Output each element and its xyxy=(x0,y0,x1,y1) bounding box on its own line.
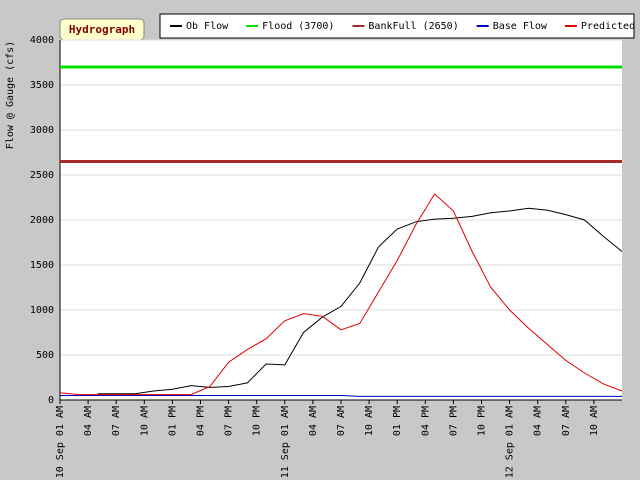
legend-label: Predicted Flow xyxy=(581,21,640,32)
x-tick-label: 07 PM xyxy=(224,406,235,436)
x-tick-label: 12 Sep 01 AM xyxy=(505,406,516,478)
legend-label: BankFull (2650) xyxy=(368,21,458,32)
series-line xyxy=(60,395,622,397)
x-tick-label: 07 PM xyxy=(448,406,459,436)
legend-label: Base Flow xyxy=(493,21,548,32)
x-tick-label: 10 PM xyxy=(477,406,488,436)
y-tick-label: 2500 xyxy=(30,170,54,181)
x-tick-label: 01 PM xyxy=(392,406,403,436)
x-tick-label: 01 PM xyxy=(167,406,178,436)
chart-title: Hydrograph xyxy=(69,23,135,36)
x-tick-label: 10 AM xyxy=(139,406,150,436)
y-tick-label: 3000 xyxy=(30,125,54,136)
x-tick-label: 04 AM xyxy=(308,406,319,436)
y-tick-label: 500 xyxy=(36,350,54,361)
series-line xyxy=(97,207,623,395)
y-axis-label: Flow @ Gauge (cfs) xyxy=(5,41,16,149)
x-tick-label: 04 PM xyxy=(420,406,431,436)
x-tick-label: 04 AM xyxy=(83,406,94,436)
x-tick-label: 10 AM xyxy=(364,406,375,436)
y-tick-label: 0 xyxy=(48,395,54,406)
x-tick-label: 07 AM xyxy=(561,406,572,436)
legend-label: Flood (3700) xyxy=(262,21,334,32)
x-tick-label: 04 AM xyxy=(533,406,544,436)
x-tick-label: 07 AM xyxy=(336,406,347,436)
x-tick-label: 07 AM xyxy=(111,406,122,436)
legend-label: Ob Flow xyxy=(186,21,229,32)
series-line xyxy=(59,193,623,396)
x-tick-label: 10 AM xyxy=(589,406,600,436)
x-tick-label: 11 Sep 01 AM xyxy=(280,406,291,478)
x-tick-label: 10 Sep 01 AM xyxy=(55,406,66,478)
y-tick-label: 1500 xyxy=(30,260,54,271)
legend-box xyxy=(159,13,635,39)
legend: Ob Flow Flood (3700) BankFull (2650) Base F… xyxy=(170,21,640,32)
y-tick-label: 3500 xyxy=(30,80,54,91)
y-tick-label: 2000 xyxy=(30,215,54,226)
x-tick-label: 04 PM xyxy=(196,406,207,436)
x-tick-label: 10 PM xyxy=(252,406,263,436)
y-tick-label: 1000 xyxy=(30,305,54,316)
y-tick-label: 4000 xyxy=(30,35,54,46)
